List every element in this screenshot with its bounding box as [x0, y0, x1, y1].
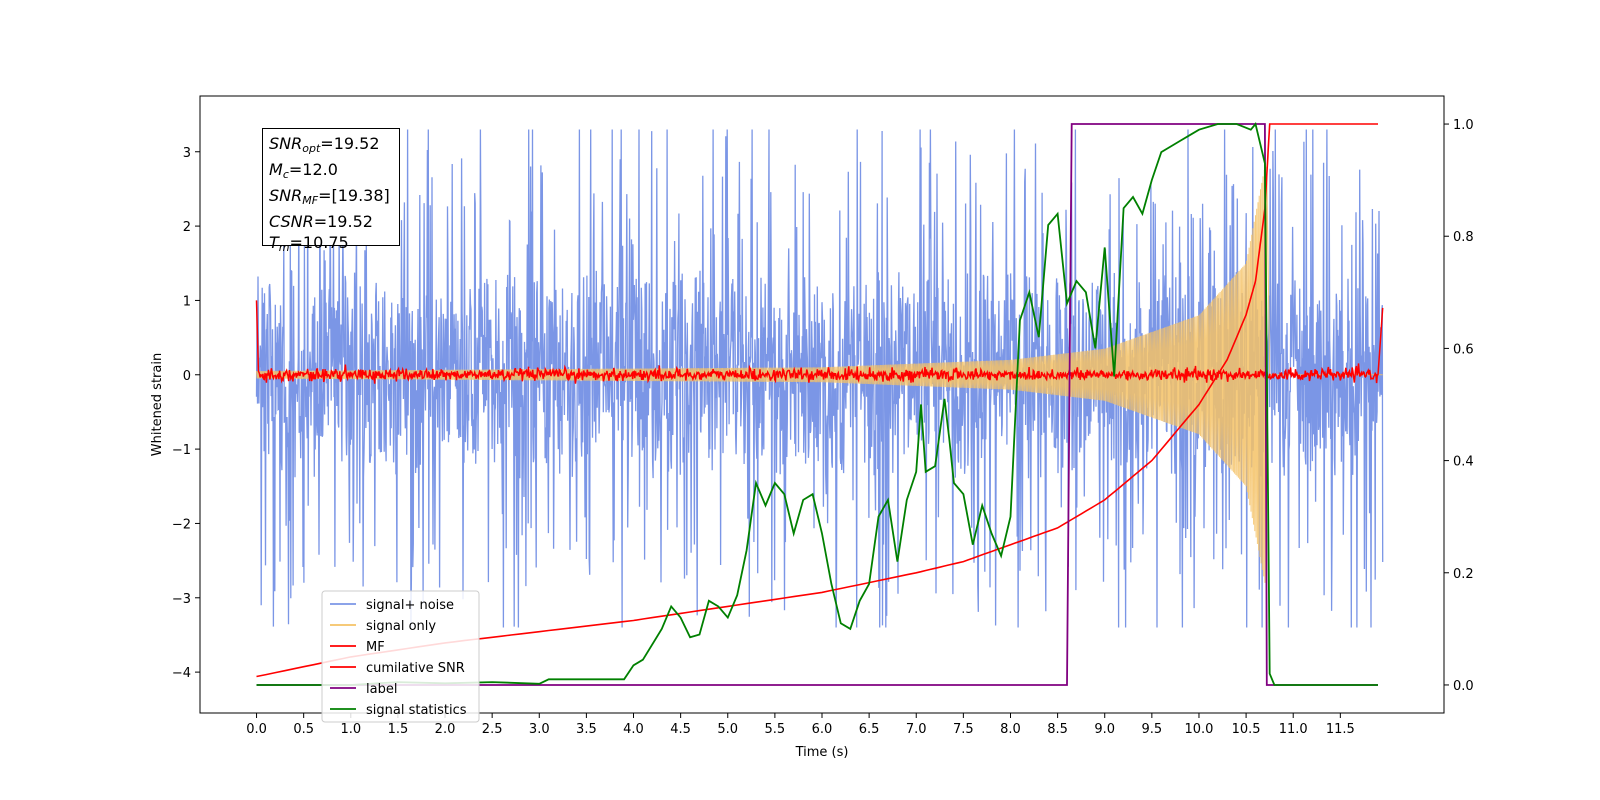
- legend-entry: label: [366, 682, 397, 697]
- x-tick-label: 0.5: [293, 722, 314, 737]
- x-tick-label: 4.5: [670, 722, 691, 737]
- x-tick-label: 9.5: [1142, 722, 1163, 737]
- y2-tick-label: 0.0: [1453, 679, 1474, 694]
- y-tick-label: −3: [172, 592, 191, 607]
- y-tick-label: −4: [172, 666, 191, 681]
- series-signal-only: [256, 166, 1383, 583]
- series-signal-noise: [255, 129, 1384, 628]
- legend-frame: [321, 590, 480, 723]
- legend-entry: cumilative SNR: [366, 661, 465, 676]
- series-signal-statistics: [256, 122, 1378, 686]
- y-tick-label: 3: [183, 146, 191, 161]
- annotation-snr-mf: SNRMF=[19.38]: [269, 186, 390, 207]
- y-tick-label: −2: [172, 517, 191, 532]
- x-tick-label: 2.5: [482, 722, 503, 737]
- y2-tick-label: 0.4: [1453, 455, 1474, 470]
- legend-entry: signal+ noise: [366, 598, 454, 613]
- x-tick-label: 7.5: [953, 722, 974, 737]
- x-tick-label: 10.0: [1184, 722, 1213, 737]
- x-tick-label: 6.5: [859, 722, 880, 737]
- y2-tick-label: 1.0: [1453, 118, 1474, 133]
- annotation-csnr: CSNR=19.52: [269, 212, 373, 231]
- x-tick-label: 1.0: [340, 722, 361, 737]
- x-tick-label: 4.0: [623, 722, 644, 737]
- y-tick-label: 0: [183, 369, 191, 384]
- y-tick-label: 1: [183, 294, 191, 309]
- legend-entry: signal statistics: [366, 703, 467, 718]
- x-tick-label: 0.0: [246, 722, 267, 737]
- x-tick-label: 8.5: [1047, 722, 1068, 737]
- series-mf: [255, 300, 1384, 384]
- legend-entry: signal only: [366, 619, 436, 634]
- annotation-mc: Mc=12.0: [269, 160, 338, 181]
- annotation-box: SNRopt=19.52 Mc=12.0 SNRMF=[19.38] CSNR=…: [262, 128, 400, 254]
- y-axis-label: Whitened strain: [150, 353, 165, 456]
- x-tick-label: 1.5: [388, 722, 409, 737]
- x-tick-label: 10.5: [1232, 722, 1261, 737]
- y2-tick-label: 0.8: [1453, 230, 1474, 245]
- annotation-tm: Tm=10.75: [269, 233, 349, 254]
- x-tick-label: 11.5: [1326, 722, 1355, 737]
- y2-tick-label: 0.6: [1453, 342, 1474, 357]
- x-axis-label: Time (s): [795, 745, 849, 760]
- x-tick-label: 11.0: [1279, 722, 1308, 737]
- x-tick-label: 3.0: [529, 722, 550, 737]
- y-tick-label: −1: [172, 443, 191, 458]
- legend-entry: MF: [366, 640, 385, 655]
- series-cumulative-snr: [256, 123, 1378, 678]
- x-tick-label: 8.0: [1000, 722, 1021, 737]
- y-tick-label: 2: [183, 220, 191, 235]
- x-tick-label: 2.0: [435, 722, 456, 737]
- annotation-snr-opt: SNRopt=19.52: [269, 134, 380, 155]
- x-tick-label: 6.0: [812, 722, 833, 737]
- x-tick-label: 5.5: [765, 722, 786, 737]
- x-tick-label: 5.0: [717, 722, 738, 737]
- y2-tick-label: 0.2: [1453, 567, 1474, 582]
- legend: signal+ noise signal only MF cumilative SNR…: [321, 590, 480, 723]
- x-tick-label: 9.0: [1094, 722, 1115, 737]
- x-tick-label: 7.0: [906, 722, 927, 737]
- x-tick-label: 3.5: [576, 722, 597, 737]
